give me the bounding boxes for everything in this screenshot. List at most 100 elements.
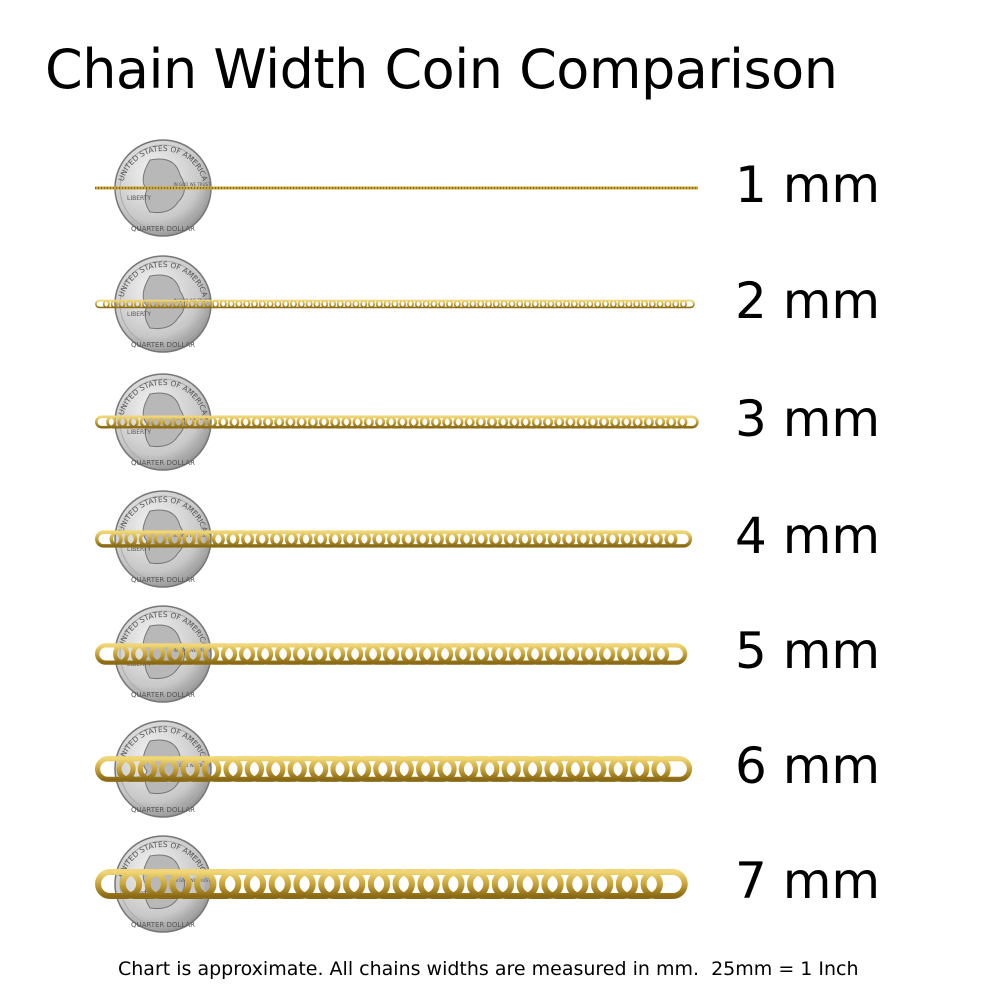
- chain-link: [565, 415, 587, 429]
- chain-link: [184, 643, 220, 665]
- chain-link: [266, 299, 282, 309]
- chain-link: [547, 530, 576, 548]
- width-label: 2 mm: [735, 272, 881, 330]
- chain-link: [367, 299, 383, 309]
- chain-link: [562, 530, 590, 548]
- chain: [95, 299, 695, 309]
- chain-link: [576, 530, 605, 548]
- chain-link: [382, 643, 418, 665]
- chain-link: [285, 415, 307, 429]
- coin-denomination: QUARTER DOLLAR: [131, 806, 195, 814]
- chain-link: [113, 643, 148, 665]
- chain-link: [630, 756, 671, 782]
- chain-link: [206, 415, 229, 429]
- coin-liberty: LIBERTY: [127, 429, 151, 436]
- chain-link: [474, 530, 503, 548]
- chain-link: [489, 530, 517, 548]
- chain-link: [336, 299, 352, 309]
- chain-link: [226, 530, 255, 548]
- chain-link: [360, 299, 376, 309]
- chain-link: [284, 530, 313, 548]
- chain-link: [498, 415, 520, 429]
- chain-link: [490, 643, 526, 665]
- chain-link: [330, 756, 372, 782]
- chain-row: UNITED STATES OF AMERICA IN GOD WE TRUST Q…: [0, 711, 1000, 827]
- chain-link: [363, 415, 386, 429]
- chain-link: [664, 530, 693, 548]
- chain-link: [531, 299, 547, 309]
- chain-link: [453, 299, 469, 309]
- chain-link: [445, 299, 461, 309]
- chain-link: [547, 299, 563, 309]
- chain-link: [297, 299, 313, 309]
- chain-link: [282, 299, 298, 309]
- chain-link: [194, 868, 242, 900]
- chain-link: [343, 530, 371, 548]
- chain-link: [442, 415, 464, 429]
- chain-link: [586, 299, 602, 309]
- chain-link: [238, 643, 274, 665]
- chain-link: [437, 756, 479, 782]
- chain-link: [672, 299, 688, 309]
- chain-link: [544, 756, 586, 782]
- chain-link: [469, 299, 485, 309]
- chain-link: [375, 415, 397, 429]
- width-label: 3 mm: [735, 390, 881, 448]
- chain-link: [392, 868, 440, 900]
- chain-link: [296, 415, 318, 429]
- chain-link: [387, 530, 415, 548]
- chain-link: [461, 299, 477, 309]
- chain-link: [430, 530, 459, 548]
- chain-link: [196, 299, 212, 309]
- chain-link: [313, 299, 329, 309]
- chain: [95, 186, 698, 190]
- chain-link: [475, 415, 498, 429]
- chain-link: [408, 415, 430, 429]
- chain-link: [159, 756, 200, 782]
- chain-link: [212, 299, 227, 309]
- chain-link: [501, 756, 543, 782]
- chain-link: [414, 299, 430, 309]
- chain-link: [464, 415, 486, 429]
- chain-link: [477, 299, 493, 309]
- chain-link: [266, 756, 307, 782]
- chain-link: [555, 299, 571, 309]
- chain-link: [109, 530, 138, 548]
- chain-link: [352, 299, 368, 309]
- chain-row: UNITED STATES OF AMERICA IN GOD WE TRUST Q…: [0, 364, 1000, 480]
- chain-link: [202, 756, 243, 782]
- chain-link: [202, 643, 238, 665]
- chain-link: [173, 299, 188, 309]
- chain-link: [594, 299, 610, 309]
- chain-link: [157, 299, 173, 309]
- chain-link: [666, 415, 688, 429]
- chain-link: [656, 299, 672, 309]
- chain-link: [460, 530, 488, 548]
- chain-link: [268, 868, 316, 900]
- chain-link: [598, 415, 621, 429]
- chain-link: [299, 530, 328, 548]
- chain-link: [188, 299, 204, 309]
- chain-link: [601, 299, 617, 309]
- chain-link: [679, 299, 695, 309]
- chain-link: [599, 643, 634, 665]
- chain-link: [542, 415, 565, 429]
- chain-link: [243, 868, 291, 900]
- chain-link: [605, 530, 634, 548]
- chain-link: [148, 643, 184, 665]
- chain-row: UNITED STATES OF AMERICA IN GOD WE TRUST Q…: [0, 130, 1000, 246]
- chain-link: [563, 643, 598, 665]
- chain-link: [197, 530, 225, 548]
- chain-link: [508, 299, 524, 309]
- chain-link: [653, 643, 688, 665]
- chain-link: [307, 415, 330, 429]
- chain-link: [344, 299, 360, 309]
- chain-link: [364, 643, 400, 665]
- coin-motto: IN GOD WE TRUST: [174, 878, 211, 883]
- chain-link: [305, 299, 321, 309]
- coin-liberty: LIBERTY: [127, 546, 151, 553]
- coin-motto: IN GOD WE TRUST: [174, 182, 211, 187]
- chain-link: [318, 868, 366, 900]
